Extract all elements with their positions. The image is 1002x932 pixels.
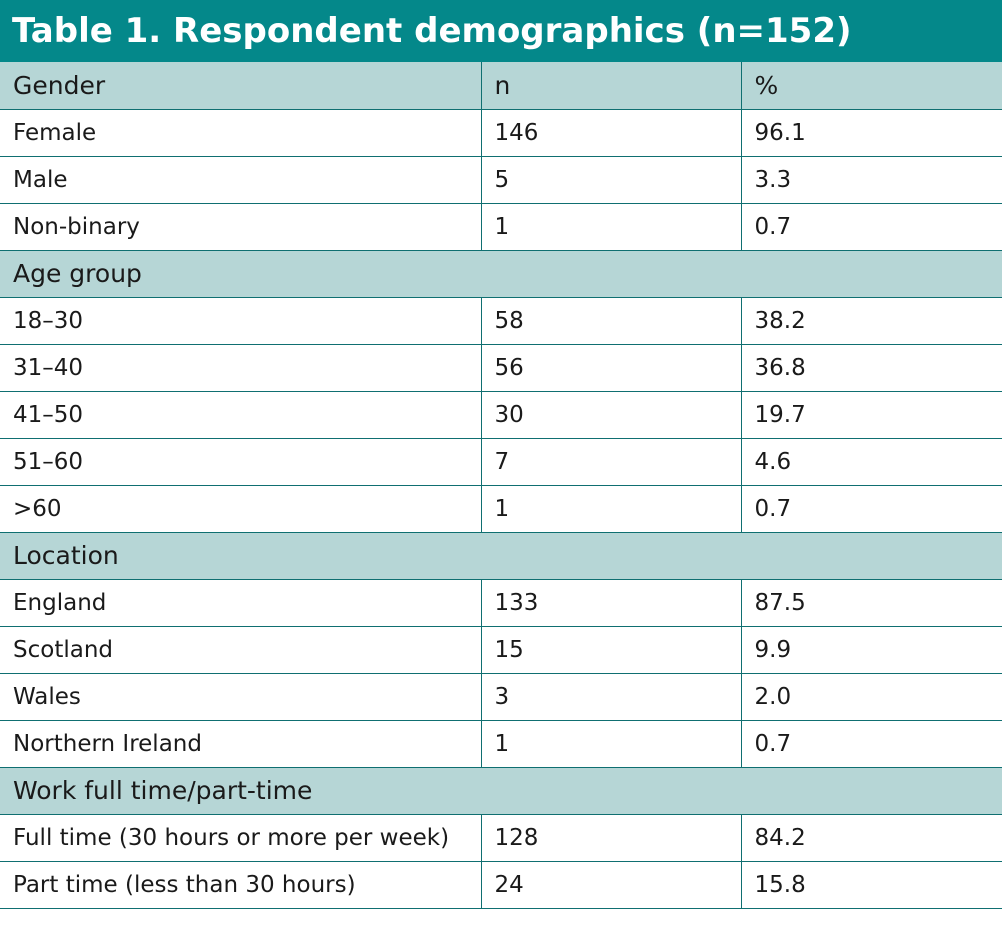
row-percent: 38.2 xyxy=(740,296,1002,345)
row-percent: 87.5 xyxy=(740,578,1002,627)
table-row: Full time (30 hours or more per week) 12… xyxy=(0,813,1002,862)
row-n: 1 xyxy=(480,202,742,251)
table-row: Male 5 3.3 xyxy=(0,155,1002,204)
row-n: 56 xyxy=(480,343,742,392)
table-row: >60 1 0.7 xyxy=(0,484,1002,533)
row-percent: 0.7 xyxy=(740,484,1002,533)
row-n: 58 xyxy=(480,296,742,345)
header-n: n xyxy=(480,62,742,110)
section-label: Age group xyxy=(0,249,1002,298)
row-n: 7 xyxy=(480,437,742,486)
row-percent: 15.8 xyxy=(740,860,1002,909)
row-label: Part time (less than 30 hours) xyxy=(0,860,482,909)
header-percent: % xyxy=(740,62,1002,110)
row-label: England xyxy=(0,578,482,627)
demographics-table: Gender n % Female 146 96.1 Male 5 3.3 No… xyxy=(0,62,1002,909)
table-row: 41–50 30 19.7 xyxy=(0,390,1002,439)
row-percent: 19.7 xyxy=(740,390,1002,439)
row-percent: 9.9 xyxy=(740,625,1002,674)
row-label: 41–50 xyxy=(0,390,482,439)
table-title: Table 1. Respondent demographics (n=152) xyxy=(0,0,1002,62)
section-header-age-group: Age group xyxy=(0,249,1002,298)
row-label: Male xyxy=(0,155,482,204)
row-percent: 84.2 xyxy=(740,813,1002,862)
row-n: 3 xyxy=(480,672,742,721)
table-row: Wales 3 2.0 xyxy=(0,672,1002,721)
section-header-work: Work full time/part-time xyxy=(0,766,1002,815)
table-row: Non-binary 1 0.7 xyxy=(0,202,1002,251)
section-label: Location xyxy=(0,531,1002,580)
table-header-row: Gender n % xyxy=(0,62,1002,110)
table-row: 51–60 7 4.6 xyxy=(0,437,1002,486)
table-row: 18–30 58 38.2 xyxy=(0,296,1002,345)
row-n: 1 xyxy=(480,719,742,768)
row-label: Non-binary xyxy=(0,202,482,251)
row-percent: 3.3 xyxy=(740,155,1002,204)
row-n: 30 xyxy=(480,390,742,439)
row-percent: 0.7 xyxy=(740,719,1002,768)
row-n: 1 xyxy=(480,484,742,533)
table-row: Northern Ireland 1 0.7 xyxy=(0,719,1002,768)
table-row: Scotland 15 9.9 xyxy=(0,625,1002,674)
row-percent: 36.8 xyxy=(740,343,1002,392)
table-row: England 133 87.5 xyxy=(0,578,1002,627)
row-label: Wales xyxy=(0,672,482,721)
row-n: 24 xyxy=(480,860,742,909)
row-label: 51–60 xyxy=(0,437,482,486)
header-gender: Gender xyxy=(0,62,482,110)
row-percent: 4.6 xyxy=(740,437,1002,486)
row-label: Northern Ireland xyxy=(0,719,482,768)
row-label: Full time (30 hours or more per week) xyxy=(0,813,482,862)
row-label: 31–40 xyxy=(0,343,482,392)
row-n: 5 xyxy=(480,155,742,204)
section-header-location: Location xyxy=(0,531,1002,580)
row-label: Female xyxy=(0,108,482,157)
row-n: 15 xyxy=(480,625,742,674)
table-row: Part time (less than 30 hours) 24 15.8 xyxy=(0,860,1002,909)
row-label: 18–30 xyxy=(0,296,482,345)
row-label: >60 xyxy=(0,484,482,533)
row-percent: 96.1 xyxy=(740,108,1002,157)
row-n: 128 xyxy=(480,813,742,862)
section-label: Work full time/part-time xyxy=(0,766,1002,815)
table-row: 31–40 56 36.8 xyxy=(0,343,1002,392)
row-n: 133 xyxy=(480,578,742,627)
row-n: 146 xyxy=(480,108,742,157)
row-percent: 0.7 xyxy=(740,202,1002,251)
row-label: Scotland xyxy=(0,625,482,674)
row-percent: 2.0 xyxy=(740,672,1002,721)
table-row: Female 146 96.1 xyxy=(0,108,1002,157)
